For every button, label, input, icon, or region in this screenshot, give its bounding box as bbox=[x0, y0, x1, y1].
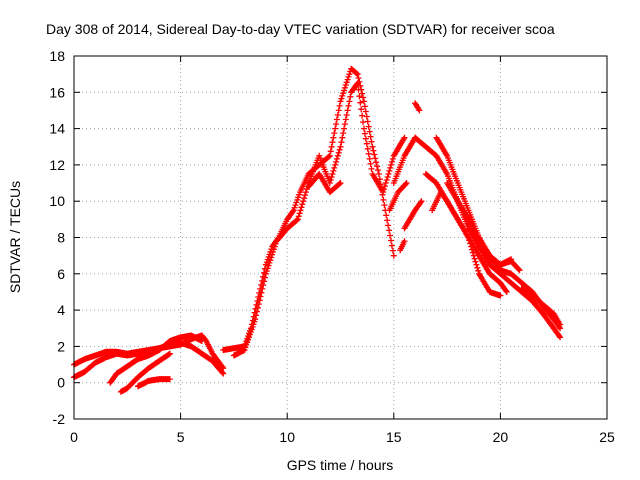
y-tick-label-4: 6 bbox=[57, 266, 65, 282]
series-markers-track-g bbox=[305, 171, 344, 196]
series-markers-track-b bbox=[71, 339, 227, 381]
y-tick-label-10: 18 bbox=[49, 48, 65, 64]
y-tick-label-5: 8 bbox=[57, 230, 65, 246]
x-tick-label-2: 10 bbox=[279, 429, 295, 445]
series-markers-track-p bbox=[401, 198, 425, 232]
series-markers-track-r bbox=[454, 198, 523, 274]
y-tick-label-3: 4 bbox=[57, 302, 65, 318]
series-track-i bbox=[386, 180, 410, 214]
y-tick-label-7: 12 bbox=[49, 157, 65, 173]
y-tick-label-0: -2 bbox=[53, 411, 66, 427]
y-axis-label: SDTVAR / TECUs bbox=[7, 181, 23, 293]
series-track-s bbox=[518, 285, 564, 328]
series-track-p bbox=[401, 198, 425, 232]
series-markers-track-c bbox=[107, 332, 205, 386]
series-markers-track-s bbox=[518, 285, 564, 328]
x-tick-label-1: 5 bbox=[177, 429, 185, 445]
series-track-q bbox=[397, 238, 408, 254]
series-track-f bbox=[230, 80, 408, 359]
series-track-d bbox=[117, 350, 173, 395]
data-points bbox=[71, 65, 564, 395]
x-tick-label-3: 15 bbox=[386, 429, 402, 445]
series-track-e bbox=[135, 376, 173, 390]
series-track-h bbox=[390, 134, 419, 186]
series-markers-track-j bbox=[412, 100, 423, 114]
y-tick-label-6: 10 bbox=[49, 193, 65, 209]
series-markers-track-d bbox=[117, 350, 173, 395]
series-markers-track-h bbox=[390, 134, 419, 186]
series-markers-track-e bbox=[135, 376, 173, 390]
series-track-c bbox=[107, 332, 205, 386]
series-track-o bbox=[429, 189, 504, 299]
y-tick-label-9: 16 bbox=[49, 84, 65, 100]
series-track-j bbox=[412, 100, 423, 114]
series-markers-track-i bbox=[386, 180, 410, 214]
series-markers-track-q bbox=[397, 238, 408, 254]
series-markers-track-o bbox=[429, 189, 504, 299]
chart-title: Day 308 of 2014, Sidereal Day-to-day VTE… bbox=[46, 21, 555, 37]
series-track-g bbox=[305, 171, 344, 196]
x-tick-label-0: 0 bbox=[70, 429, 78, 445]
x-axis-label: GPS time / hours bbox=[287, 457, 394, 473]
series-markers-track-f bbox=[230, 80, 408, 359]
series-track-b bbox=[71, 339, 227, 381]
y-tick-label-1: 0 bbox=[57, 375, 65, 391]
y-tick-label-8: 14 bbox=[49, 121, 65, 137]
x-tick-label-4: 20 bbox=[493, 429, 509, 445]
series-track-r bbox=[454, 198, 523, 274]
x-tick-label-5: 25 bbox=[599, 429, 615, 445]
y-tick-label-2: 2 bbox=[57, 338, 65, 354]
